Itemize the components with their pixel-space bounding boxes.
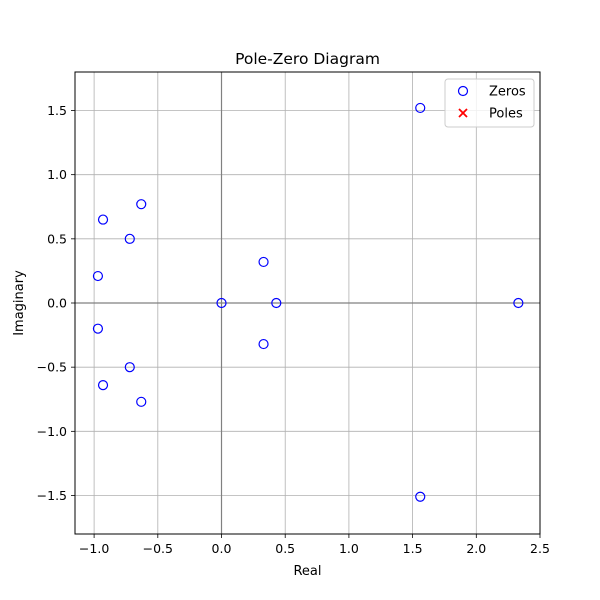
legend-zeros-marker (457, 85, 469, 97)
x-tick-label: −0.5 (143, 541, 173, 556)
zero-marker (124, 362, 135, 373)
zero-marker (136, 199, 147, 210)
y-tick-label: 0.0 (47, 296, 67, 311)
x-axis-label: Real (293, 564, 321, 579)
legend-poles-label: Poles (489, 107, 523, 122)
x-tick-label: 0.0 (212, 541, 232, 556)
y-axis-ticks: −1.5 −1.0 −0.5 0.0 0.5 1.0 1.5 (37, 103, 75, 503)
zero-marker (92, 323, 104, 334)
x-tick-label: 1.5 (403, 541, 423, 556)
zero-marker (97, 214, 109, 225)
y-tick-label: 1.5 (47, 103, 67, 118)
zero-marker (124, 233, 135, 244)
zero-marker (136, 396, 147, 407)
y-tick-label: −1.5 (37, 488, 67, 503)
x-tick-label: 2.0 (466, 541, 486, 556)
y-tick-label: −0.5 (37, 360, 67, 375)
chart-title: Pole-Zero Diagram (235, 50, 380, 68)
zero-axis-lines (75, 72, 540, 534)
y-tick-label: 1.0 (47, 167, 67, 182)
legend-zeros-label: Zeros (489, 85, 526, 100)
zero-marker (258, 256, 269, 268)
zero-marker (415, 102, 426, 114)
zero-marker (97, 380, 109, 391)
zero-marker (271, 297, 282, 309)
legend-poles-marker (458, 108, 468, 118)
x-tick-label: 2.5 (530, 541, 550, 556)
zero-marker (258, 338, 269, 350)
zero-marker (216, 297, 227, 309)
y-tick-label: 0.5 (47, 231, 67, 246)
y-tick-label: −1.0 (37, 424, 67, 439)
zero-marker (92, 270, 104, 282)
x-axis-ticks: −1.0 −0.5 0.0 0.5 1.0 1.5 2.0 2.5 (79, 534, 550, 556)
legend: Zeros Poles (444, 78, 535, 128)
x-tick-label: −1.0 (79, 541, 109, 556)
data-points (92, 102, 524, 502)
x-tick-label: 0.5 (275, 541, 295, 556)
y-axis-label: Imaginary (12, 270, 27, 336)
zero-marker (513, 297, 524, 309)
zero-marker (415, 491, 426, 502)
x-tick-label: 1.0 (339, 541, 359, 556)
